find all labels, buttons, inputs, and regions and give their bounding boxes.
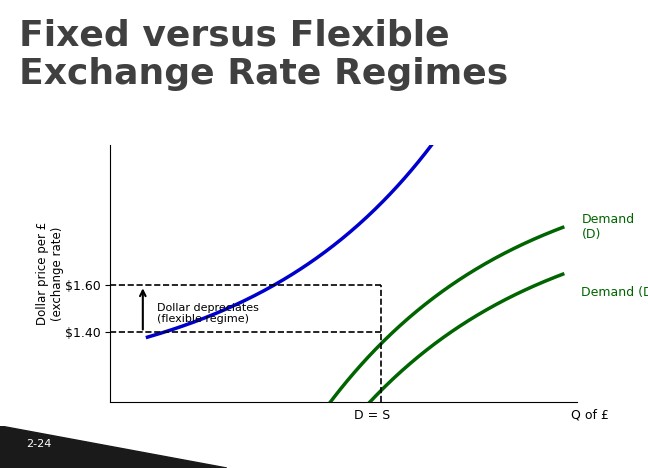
- Polygon shape: [0, 426, 227, 468]
- Text: D = S: D = S: [354, 409, 391, 422]
- Text: Dollar price per £
(exchange rate): Dollar price per £ (exchange rate): [36, 222, 64, 325]
- Text: Demand
(D): Demand (D): [581, 213, 634, 241]
- Text: Q of £: Q of £: [571, 409, 608, 422]
- Text: Demand (D*): Demand (D*): [581, 286, 648, 300]
- Text: Fixed versus Flexible
Exchange Rate Regimes: Fixed versus Flexible Exchange Rate Regi…: [19, 19, 509, 91]
- Text: Dollar depreciates
(flexible regime): Dollar depreciates (flexible regime): [157, 303, 259, 324]
- Text: 2-24: 2-24: [26, 439, 51, 449]
